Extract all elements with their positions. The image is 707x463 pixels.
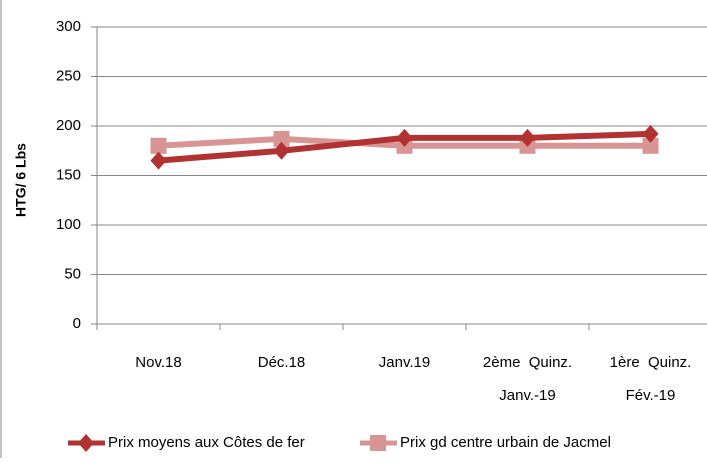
label-line: Déc.18 <box>258 354 306 371</box>
marker <box>396 128 413 147</box>
y-tick-label: 50 <box>64 265 81 282</box>
legend-label: Prix moyens aux Côtes de fer <box>108 434 305 451</box>
legend-label: Prix gd centre urbain de Jacmel <box>400 434 611 451</box>
y-tick-label: 0 <box>73 315 81 332</box>
marker <box>273 141 290 160</box>
marker <box>642 137 659 154</box>
y-tick-label: 250 <box>56 67 81 84</box>
marker <box>273 130 290 147</box>
marker <box>642 124 659 143</box>
y-tick-label: 200 <box>56 117 81 134</box>
label-line: Nov.18 <box>135 354 181 371</box>
x-tick-label: Janv.19 <box>379 354 430 371</box>
x-tick-label: 2ème Quinz. Janv.-19 <box>483 354 572 404</box>
marker <box>370 435 386 451</box>
x-tick-label: Nov.18 <box>135 354 181 371</box>
label-line: 1ère Quinz. <box>610 354 692 371</box>
x-tick-label: Déc.18 <box>258 354 306 371</box>
y-tick-label: 100 <box>56 216 81 233</box>
y-axis-label: HTG/ 6 Lbs <box>13 143 29 217</box>
y-tick-label: 150 <box>56 166 81 183</box>
marker <box>150 137 167 154</box>
label-line: 2ème Quinz. <box>483 354 572 371</box>
x-tick-label: 1ère Quinz. Fév.-19 <box>610 354 692 404</box>
y-tick-label: 300 <box>56 18 81 35</box>
marker <box>150 151 167 170</box>
marker <box>78 434 94 452</box>
label-line: Janv.-19 <box>499 387 555 404</box>
marker <box>519 128 536 147</box>
label-line: Janv.19 <box>379 354 430 371</box>
label-line: Fév.-19 <box>626 387 676 404</box>
